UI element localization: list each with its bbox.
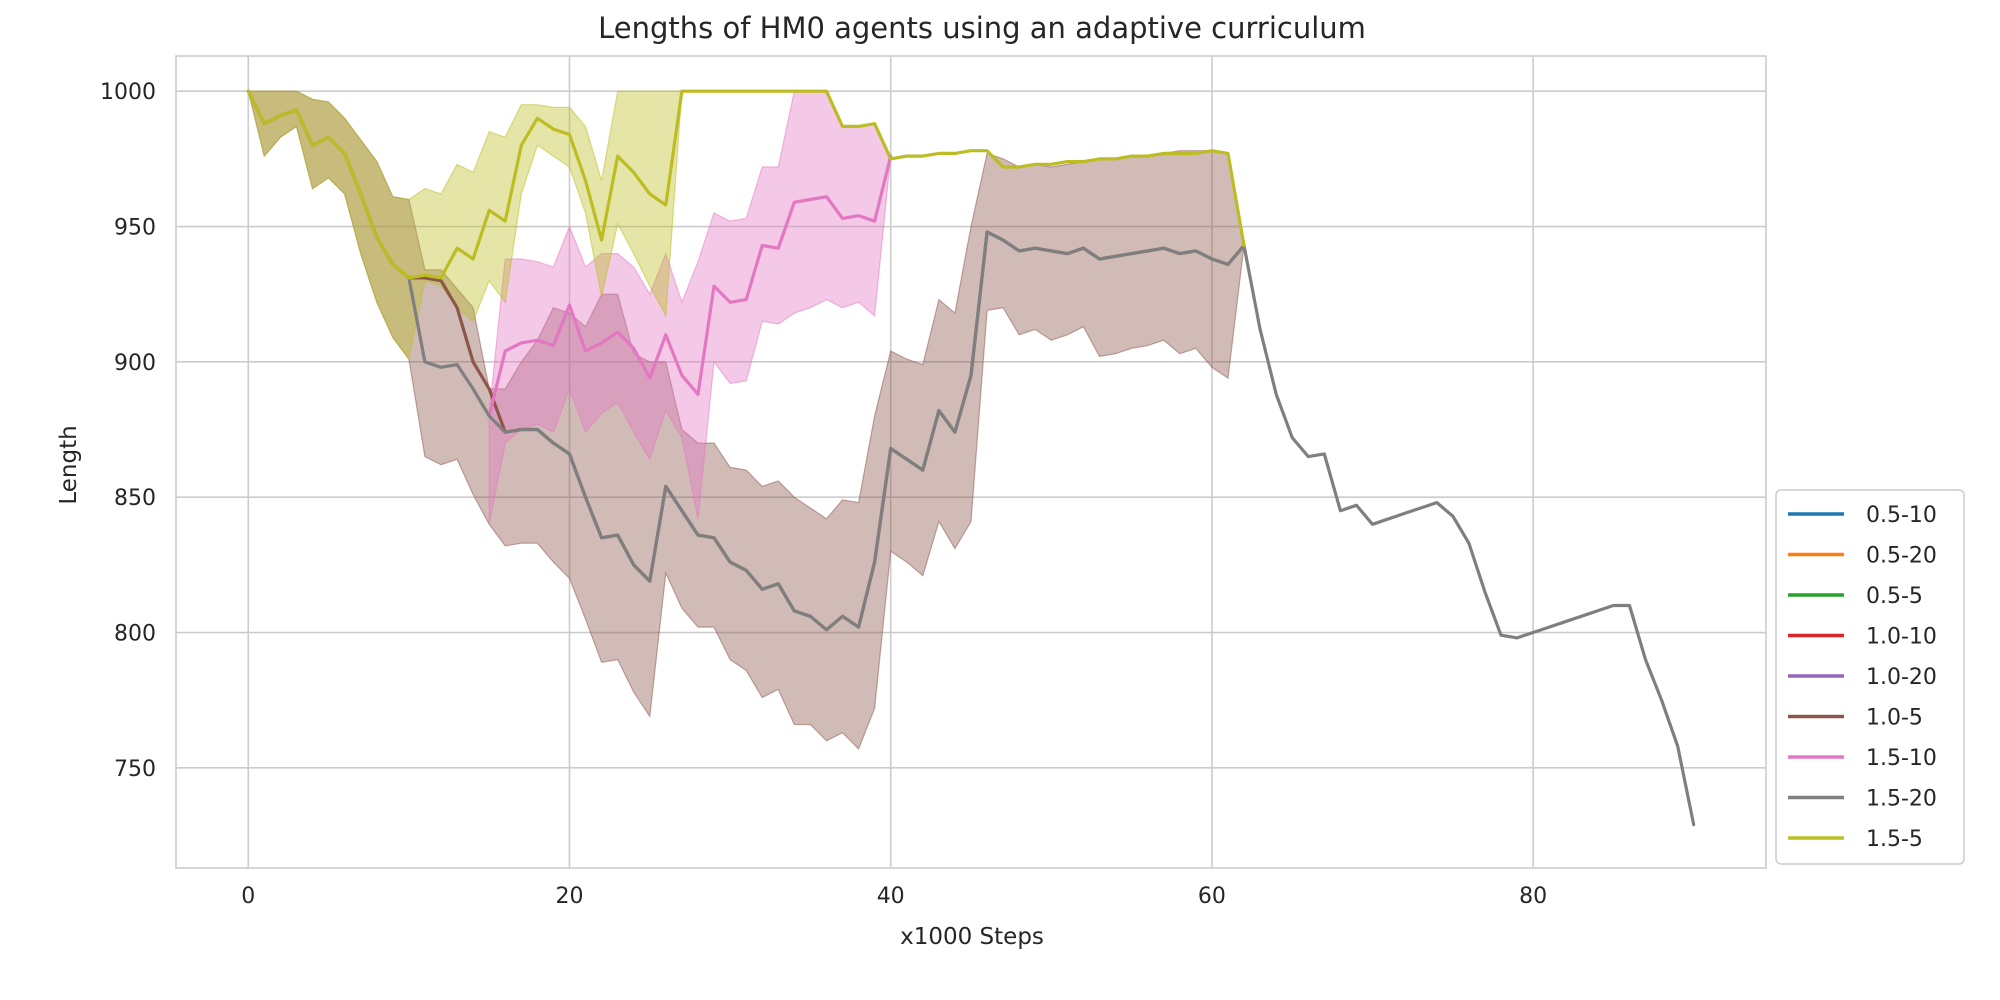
- series-lines: [246, 89, 1696, 827]
- band-1.5-10: [488, 90, 892, 525]
- legend-label: 1.5-10: [1866, 746, 1937, 771]
- legend-label: 0.5-20: [1866, 544, 1937, 569]
- legend-label: 1.0-10: [1866, 625, 1937, 650]
- legend-box: [1775, 489, 1965, 865]
- x-tick-label: 60: [1198, 884, 1226, 909]
- series-line-1.5-5: [246, 89, 1246, 280]
- x-axis-label: x1000 Steps: [900, 924, 1044, 950]
- legend-item: 1.0-10: [1788, 625, 1937, 650]
- series-line-1.5-10: [487, 154, 893, 418]
- x-tick-label: 40: [877, 884, 905, 909]
- y-tick-labels: 750 800 850 900 950 1000: [100, 80, 156, 782]
- legend-item: 1.5-10: [1788, 746, 1937, 771]
- legend-item: 0.5-5: [1788, 584, 1923, 609]
- x-tick-labels: 0 20 40 60 80: [241, 884, 1547, 909]
- legend-item: 1.5-20: [1788, 787, 1937, 812]
- legend-label: 0.5-10: [1866, 503, 1937, 528]
- legend-item: 0.5-20: [1788, 544, 1937, 569]
- y-tick-label: 850: [114, 486, 156, 511]
- legend-item: 1.5-5: [1788, 827, 1923, 852]
- x-tick-label: 80: [1519, 884, 1547, 909]
- series-line-1.5-20: [407, 230, 1696, 827]
- legend: 0.5-10 0.5-20 0.5-5 1.0-10 1.0-20 1.0-5 1.5-10…: [1775, 489, 1965, 865]
- y-axis-label: Length: [56, 425, 82, 504]
- y-tick-label: 950: [114, 216, 156, 241]
- legend-label: 1.0-20: [1866, 665, 1937, 690]
- legend-item: 1.0-5: [1788, 706, 1923, 731]
- y-tick-label: 750: [114, 757, 156, 782]
- legend-label: 1.0-5: [1866, 706, 1923, 731]
- legend-item: 0.5-10: [1788, 503, 1937, 528]
- x-tick-label: 0: [241, 884, 255, 909]
- legend-label: 1.5-5: [1866, 827, 1923, 852]
- legend-label: 1.5-20: [1866, 787, 1937, 812]
- plot-frame: [175, 55, 1767, 869]
- y-tick-label: 1000: [100, 80, 156, 105]
- x-tick-label: 20: [555, 884, 583, 909]
- y-tick-label: 800: [114, 622, 156, 647]
- y-tick-label: 900: [114, 351, 156, 376]
- chart-title: Lengths of HM0 agents using an adaptive …: [598, 11, 1366, 45]
- legend-label: 0.5-5: [1866, 584, 1923, 609]
- legend-item: 1.0-20: [1788, 665, 1937, 690]
